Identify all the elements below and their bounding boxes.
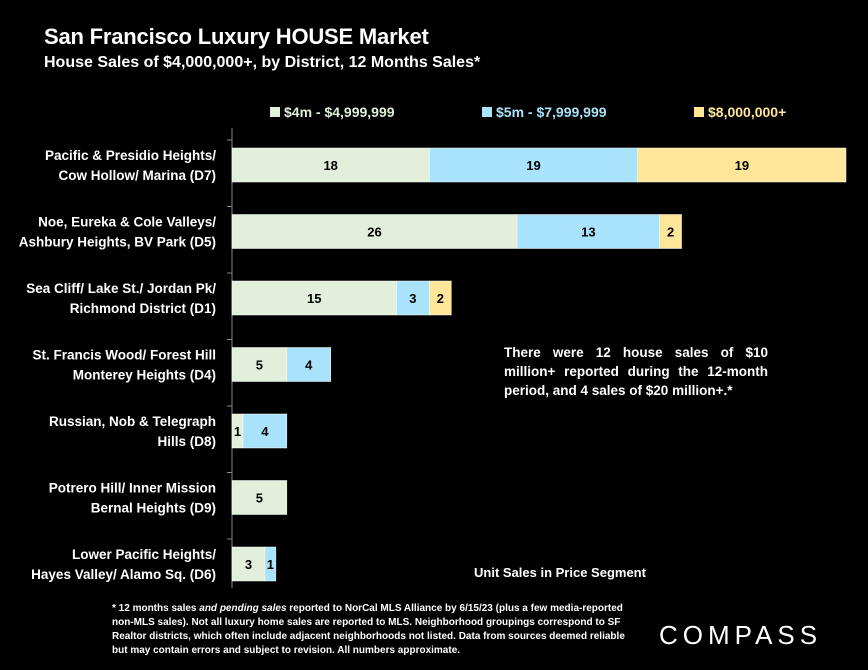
chart-subtitle: House Sales of $4,000,000+, by District,…: [44, 54, 481, 71]
category-label: Potrero Hill/ Inner Mission: [49, 481, 216, 496]
bar-segment: [231, 214, 518, 249]
chart-annotation: There were 12 house sales of $10 million…: [504, 345, 768, 398]
bar-data-label: 4: [261, 424, 269, 439]
bar-segment: [516, 214, 660, 249]
bar-segment: [231, 147, 430, 183]
category-label: Ashbury Heights, BV Park (D5): [19, 235, 216, 250]
bar-segment: [231, 546, 266, 582]
category-label: Lower Pacific Heights/: [72, 547, 216, 562]
bar-data-label: 26: [367, 225, 381, 240]
bar-segment: [429, 280, 452, 316]
bar-segment: [396, 280, 430, 316]
bar-segment: [231, 347, 288, 382]
bar-data-label: 2: [667, 225, 674, 240]
bar-data-label: 4: [305, 358, 313, 373]
category-label: Russian, Nob & Telegraph: [49, 414, 216, 429]
bar-data-label: 19: [526, 158, 540, 173]
category-label: Hills (D8): [157, 434, 216, 449]
bar-data-label: 19: [735, 158, 749, 173]
bar-data-label: 2: [437, 291, 444, 306]
bar-data-label: 1: [234, 424, 241, 439]
category-label: Bernal Heights (D9): [91, 501, 216, 516]
bar-segment: [637, 147, 847, 183]
bar-data-label: 15: [307, 291, 321, 306]
bar-segment: [264, 546, 277, 582]
legend-swatch: [270, 107, 280, 117]
legend-item-4m: $4m - $4,999,999: [270, 104, 395, 120]
category-label: Noe, Eureka & Cole Valleys/: [38, 215, 216, 230]
bar-data-label: 3: [409, 291, 416, 306]
bar-segment: [429, 147, 638, 183]
legend-label: $4m - $4,999,999: [284, 104, 395, 120]
footnote-part: reported to NorCal MLS Alliance by 6/15/…: [112, 603, 625, 656]
legend-label: $5m - $7,999,999: [496, 104, 607, 120]
legend-swatch: [694, 107, 704, 117]
category-label: Pacific & Presidio Heights/: [45, 148, 216, 163]
category-label: Hayes Valley/ Alamo Sq. (D6): [31, 567, 216, 582]
bar-data-label: 3: [245, 557, 252, 572]
footnote-emphasis: and pending sales: [199, 603, 287, 614]
bar-segment: [286, 347, 331, 382]
category-label: Sea Cliff/ Lake St./ Jordan Pk/: [26, 281, 216, 296]
bar-data-label: 1: [267, 557, 274, 572]
bar-segment: [242, 413, 288, 449]
x-axis-label: Unit Sales in Price Segment: [474, 565, 646, 580]
legend-item-8m: $8,000,000+: [694, 104, 786, 120]
legend-swatch: [482, 107, 492, 117]
bar-data-label: 5: [256, 491, 263, 506]
footnote-part: * 12 months sales: [112, 603, 200, 614]
bar-data-label: 13: [581, 225, 595, 240]
legend-label: $8,000,000+: [708, 104, 787, 120]
category-label: Richmond District (D1): [70, 301, 216, 316]
bar-segment: [231, 480, 288, 515]
compass-logo: COMPASS: [659, 620, 823, 650]
category-label: Cow Hollow/ Marina (D7): [58, 168, 216, 183]
footnote: * 12 months sales and pending sales repo…: [112, 602, 636, 658]
bar-data-label: 18: [323, 158, 337, 173]
bar-segment: [231, 280, 397, 316]
chart-title: San Francisco Luxury HOUSE Market: [44, 24, 429, 49]
legend-item-5m: $5m - $7,999,999: [482, 104, 607, 120]
bar-data-label: 5: [256, 358, 263, 373]
category-label: St. Francis Wood/ Forest Hill: [32, 348, 216, 363]
category-label: Monterey Heights (D4): [73, 368, 216, 383]
bar-segment: [659, 214, 682, 249]
